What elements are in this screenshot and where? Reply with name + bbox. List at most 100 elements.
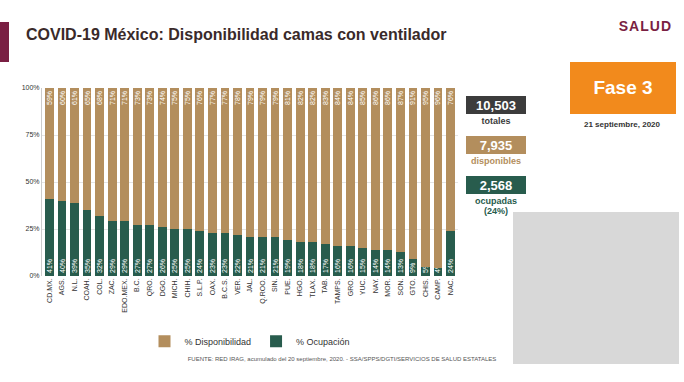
svg-text:GTO.: GTO. [409,278,416,295]
svg-text:95%: 95% [422,91,429,105]
svg-text:13%: 13% [397,259,404,273]
svg-text:26%: 26% [159,259,166,273]
svg-text:B.C.: B.C. [134,278,141,292]
svg-text:78%: 78% [234,91,241,105]
svg-text:9%: 9% [409,263,416,273]
svg-text:73%: 73% [134,91,141,105]
svg-text:65%: 65% [84,91,91,105]
svg-text:EDO.MEX.: EDO.MEX. [121,278,128,312]
svg-text:19%: 19% [284,259,291,273]
svg-text:29%: 29% [109,259,116,273]
svg-text:PUE.: PUE. [284,278,291,294]
svg-text:79%: 79% [247,91,254,105]
svg-text:14%: 14% [372,259,379,273]
svg-text:23%: 23% [209,259,216,273]
svg-text:OAX.: OAX. [209,278,216,295]
svg-text:0%: 0% [29,272,39,279]
svg-text:NAY.: NAY. [372,278,379,293]
svg-text:25%: 25% [26,225,40,232]
svg-text:B.C.S.: B.C.S. [221,278,228,298]
svg-text:15%: 15% [359,259,366,273]
svg-text:75%: 75% [26,131,40,138]
svg-text:35%: 35% [84,259,91,273]
svg-text:59%: 59% [46,91,53,105]
svg-text:NAC.: NAC. [447,278,454,295]
svg-text:50%: 50% [26,178,40,185]
svg-text:21%: 21% [272,259,279,273]
svg-text:68%: 68% [96,91,103,105]
svg-text:85%: 85% [359,91,366,105]
svg-text:18%: 18% [309,259,316,273]
svg-text:S.L.P.: S.L.P. [196,278,203,296]
svg-text:17%: 17% [322,259,329,273]
svg-text:COAH.: COAH. [83,278,90,300]
svg-text:29%: 29% [121,259,128,273]
svg-text:39%: 39% [71,259,78,273]
svg-text:5%: 5% [422,263,429,273]
svg-text:87%: 87% [397,91,404,105]
svg-text:79%: 79% [259,91,266,105]
svg-text:CHIS.: CHIS. [422,278,429,297]
svg-text:SON.: SON. [397,278,404,295]
svg-text:84%: 84% [334,91,341,105]
svg-text:TLAX.: TLAX. [309,278,316,298]
svg-text:24%: 24% [196,259,203,273]
svg-text:74%: 74% [159,91,166,105]
svg-text:16%: 16% [347,259,354,273]
svg-text:DGO.: DGO. [159,278,166,296]
svg-text:SIN.: SIN. [271,278,278,292]
svg-text:40%: 40% [59,259,66,273]
svg-text:25%: 25% [171,259,178,273]
svg-text:21%: 21% [247,259,254,273]
svg-text:86%: 86% [372,91,379,105]
svg-text:N.L.: N.L. [71,278,78,291]
svg-text:QRO.: QRO. [146,278,154,296]
svg-text:HGO.: HGO. [296,278,303,296]
svg-text:71%: 71% [109,91,116,105]
svg-text:81%: 81% [284,91,291,105]
svg-text:MOR.: MOR. [384,278,391,296]
svg-text:CD.MX.: CD.MX. [46,278,53,303]
svg-text:71%: 71% [121,91,128,105]
svg-text:75%: 75% [184,91,191,105]
svg-text:21%: 21% [259,259,266,273]
svg-text:ZAC.: ZAC. [108,278,115,294]
svg-text:76%: 76% [196,91,203,105]
svg-text:100%: 100% [22,84,40,91]
svg-text:32%: 32% [96,259,103,273]
svg-text:82%: 82% [309,91,316,105]
svg-text:27%: 27% [134,259,141,273]
svg-text:25%: 25% [184,259,191,273]
svg-text:24%: 24% [447,259,454,273]
svg-text:82%: 82% [297,91,304,105]
svg-text:79%: 79% [272,91,279,105]
svg-text:84%: 84% [347,91,354,105]
svg-text:27%: 27% [146,259,153,273]
svg-text:22%: 22% [234,259,241,273]
svg-text:YUC.: YUC. [359,278,366,295]
svg-text:77%: 77% [221,91,228,105]
svg-text:CHIH.: CHIH. [184,278,191,297]
svg-text:TAB.: TAB. [321,278,328,293]
svg-text:16%: 16% [334,259,341,273]
svg-text:AGS.: AGS. [58,278,65,295]
svg-text:CAMP.: CAMP. [434,278,441,299]
svg-text:61%: 61% [71,91,78,105]
svg-text:41%: 41% [46,259,53,273]
svg-text:76%: 76% [447,91,454,105]
svg-text:77%: 77% [209,91,216,105]
svg-text:75%: 75% [171,91,178,105]
svg-text:96%: 96% [434,91,441,105]
svg-text:VER.: VER. [234,278,241,294]
svg-text:Q.ROO.: Q.ROO. [259,278,267,303]
svg-text:% Disponibilidad: % Disponibilidad [185,337,252,347]
svg-text:60%: 60% [59,91,66,105]
svg-text:86%: 86% [384,91,391,105]
svg-text:COL.: COL. [96,278,103,294]
svg-text:91%: 91% [409,91,416,105]
svg-text:23%: 23% [221,259,228,273]
svg-text:MICH.: MICH. [171,278,178,298]
svg-text:GRO.: GRO. [347,278,354,296]
svg-text:18%: 18% [297,259,304,273]
svg-text:4%: 4% [434,263,441,273]
